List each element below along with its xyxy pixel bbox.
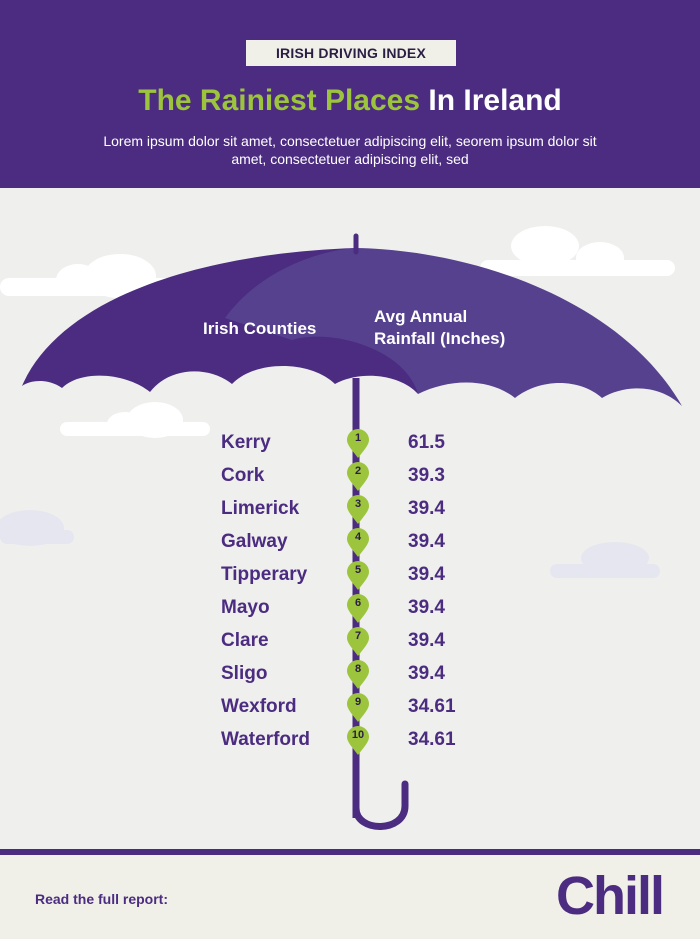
rank-pin-icon: 10: [346, 726, 370, 756]
cloud-lower-right: [550, 542, 660, 578]
rank-number: 10: [351, 729, 365, 741]
county-name: Waterford: [221, 729, 311, 750]
county-name: Sligo: [221, 663, 268, 684]
rank-number: 2: [354, 465, 362, 477]
rainfall-value: 39.4: [408, 597, 445, 618]
page-subtitle: Lorem ipsum dolor sit amet, consectetuer…: [103, 133, 597, 167]
rank-number: 9: [354, 696, 362, 708]
column-header-counties: Irish Counties: [203, 319, 317, 338]
footer-divider: [0, 849, 700, 855]
rainfall-value: 34.61: [408, 696, 456, 717]
county-name: Wexford: [221, 696, 297, 717]
table-row: Galway 4 39.4: [0, 528, 700, 558]
rainfall-value: 39.3: [408, 465, 445, 486]
rainfall-value: 39.4: [408, 663, 445, 684]
column-header-rainfall-line1: Avg Annual: [374, 307, 468, 326]
table-row: Sligo 8 39.4: [0, 660, 700, 690]
cloud-lower-left: [0, 510, 74, 546]
title-rest: In Ireland: [428, 84, 562, 117]
rank-pin-icon: 8: [346, 660, 370, 690]
rainfall-value: 39.4: [408, 630, 445, 651]
county-name: Cork: [221, 465, 265, 486]
rainfall-value: 39.4: [408, 531, 445, 552]
umbrella-illustration: [0, 226, 682, 830]
county-name: Kerry: [221, 432, 271, 453]
rainfall-value: 61.5: [408, 432, 445, 453]
county-name: Tipperary: [221, 564, 308, 585]
index-badge: IRISH DRIVING INDEX: [246, 40, 456, 66]
title-highlight: The Rainiest Places: [138, 84, 421, 117]
rank-pin-icon: 2: [346, 462, 370, 492]
rank-number: 3: [354, 498, 362, 510]
rank-number: 7: [354, 630, 362, 642]
rank-pin-icon: 4: [346, 528, 370, 558]
table-row: Clare 7 39.4: [0, 627, 700, 657]
umbrella-scene: Irish Counties Avg Annual Rainfall (Inch…: [0, 188, 700, 848]
table-row: Mayo 6 39.4: [0, 594, 700, 624]
rank-number: 4: [354, 531, 362, 543]
umbrella-handle: [352, 780, 409, 830]
read-report-label[interactable]: Read the full report:: [35, 891, 169, 907]
rank-number: 1: [354, 432, 362, 444]
table-row: Waterford 10 34.61: [0, 726, 700, 756]
umbrella-canopy-right: [225, 248, 682, 406]
brand-logo: Chill: [556, 866, 665, 926]
column-header-rainfall-line2: Rainfall (Inches): [374, 329, 506, 348]
table-row: Tipperary 5 39.4: [0, 561, 700, 591]
rank-pin-icon: 1: [346, 429, 370, 459]
rank-number: 6: [354, 597, 362, 609]
cloud-right: [480, 226, 675, 276]
county-name: Clare: [221, 630, 269, 651]
rank-pin-icon: 9: [346, 693, 370, 723]
rainfall-value: 39.4: [408, 498, 445, 519]
county-name: Limerick: [221, 498, 300, 519]
header-banner: IRISH DRIVING INDEX The Rainiest Places …: [0, 0, 700, 188]
rank-pin-icon: 7: [346, 627, 370, 657]
page-title: The Rainiest Places In Ireland: [0, 84, 700, 118]
cloud-middle: [60, 402, 210, 438]
column-header-rainfall: Avg Annual Rainfall (Inches): [374, 306, 505, 350]
rank-pin-icon: 3: [346, 495, 370, 525]
rank-pin-icon: 5: [346, 561, 370, 591]
rainfall-value: 34.61: [408, 729, 456, 750]
table-row: Kerry 1 61.5: [0, 429, 700, 459]
footer: Read the full report: Chill: [0, 855, 700, 939]
county-name: Galway: [221, 531, 288, 552]
table-row: Wexford 9 34.61: [0, 693, 700, 723]
table-row: Limerick 3 39.4: [0, 495, 700, 525]
county-name: Mayo: [221, 597, 270, 618]
rank-number: 8: [354, 663, 362, 675]
table-row: Cork 2 39.3: [0, 462, 700, 492]
cloud-left: [0, 254, 190, 298]
rainfall-value: 39.4: [408, 564, 445, 585]
rank-pin-icon: 6: [346, 594, 370, 624]
rank-number: 5: [354, 564, 362, 576]
